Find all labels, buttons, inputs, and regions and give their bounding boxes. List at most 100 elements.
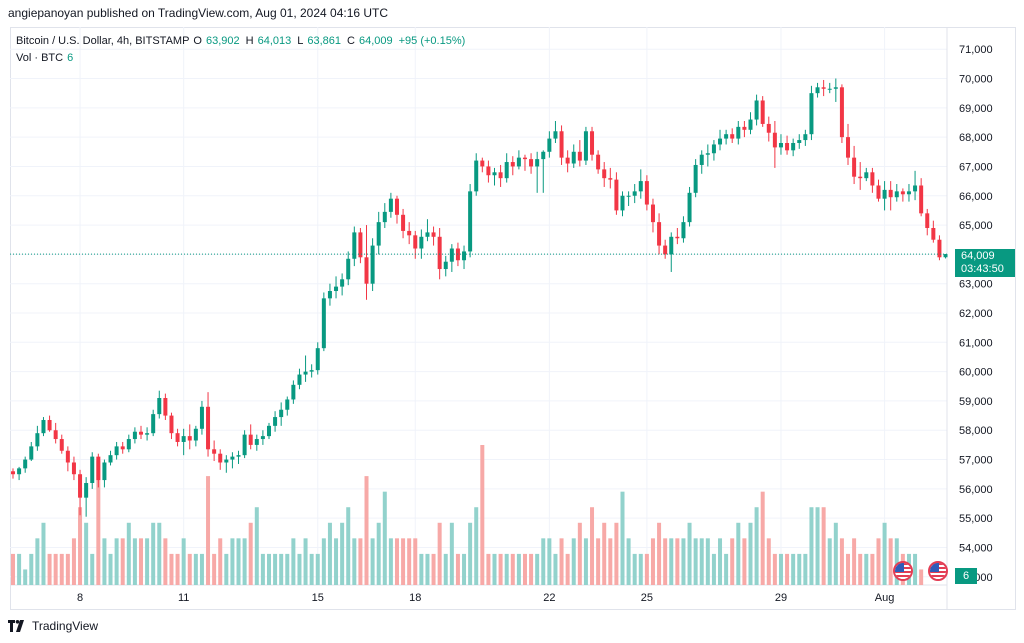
symbol-title[interactable]: Bitcoin / U.S. Dollar, 4h, BITSTAMP <box>16 35 190 47</box>
volume-bar <box>291 538 296 585</box>
volume-bar <box>407 538 412 585</box>
volume-bar <box>401 538 406 585</box>
candle-body <box>931 227 936 240</box>
candle-body <box>778 142 783 148</box>
candle-body <box>212 449 217 454</box>
volume-bar <box>675 538 680 585</box>
volume-bar <box>47 553 52 585</box>
candle-body <box>620 195 625 211</box>
volume-bar <box>541 538 546 585</box>
candle-body <box>736 126 741 139</box>
volume-bar <box>71 538 76 585</box>
candle-body <box>248 434 253 445</box>
candle-body <box>23 459 28 469</box>
candle-body <box>504 162 509 179</box>
volume-bar <box>236 538 241 585</box>
volume-bar <box>266 553 271 585</box>
volume-label[interactable]: Vol · BTC <box>16 52 64 64</box>
time-axis: 8 11 15 18 22 25 29 Aug <box>77 592 894 604</box>
candle-body <box>809 93 814 135</box>
last-price-value: 64,009 <box>961 250 995 262</box>
volume-bar <box>242 538 247 585</box>
volume-bar <box>169 553 174 585</box>
volume-bar <box>309 553 314 585</box>
candle-body <box>535 159 540 167</box>
candle-body <box>870 172 875 186</box>
volume-bar <box>78 507 83 585</box>
chart-frame[interactable] <box>10 27 1016 610</box>
candle-body <box>254 439 259 445</box>
price-tick-label: 62,000 <box>959 308 993 320</box>
volume-bar <box>821 507 826 585</box>
volume-bar <box>650 538 655 585</box>
volume-row: Vol · BTC 6 <box>16 50 467 67</box>
volume-bar <box>285 553 290 585</box>
volume-bar <box>260 553 265 585</box>
volume-bar <box>754 507 759 585</box>
volume-bar <box>199 553 204 585</box>
volume-bar <box>53 553 58 585</box>
candle-body <box>486 166 491 176</box>
volume-bar <box>327 522 332 585</box>
volume-bar <box>766 538 771 585</box>
candle-body <box>437 236 442 270</box>
price-tick-label: 65,000 <box>959 220 993 232</box>
time-tick-label: 25 <box>641 592 653 604</box>
candle-body <box>431 232 436 237</box>
candle-body <box>711 144 716 154</box>
candle-body <box>748 119 753 130</box>
candle-body <box>644 181 649 205</box>
volume-bar <box>480 445 485 585</box>
candle-body <box>419 236 424 249</box>
price-tick-label: 70,000 <box>959 74 993 86</box>
candle-body <box>766 123 771 133</box>
volume-bar <box>742 538 747 585</box>
volume-bar <box>126 522 131 585</box>
candle-body <box>303 371 308 375</box>
volume-bar <box>760 491 765 585</box>
volume-bar <box>583 538 588 585</box>
candle-body <box>699 154 704 165</box>
candle-body <box>199 406 204 429</box>
candle-body <box>730 134 735 139</box>
volume-bar <box>419 553 424 585</box>
candle-body <box>657 222 662 246</box>
volume-bar <box>602 522 607 585</box>
volume-bar <box>809 507 814 585</box>
candle-body <box>772 132 777 148</box>
candle-body <box>510 162 515 167</box>
us-flag-icon[interactable] <box>928 561 948 581</box>
volume-bar <box>425 553 430 585</box>
volume-bar <box>724 553 729 585</box>
time-tick-label: 11 <box>178 592 189 604</box>
volume-bar <box>529 553 534 585</box>
volume-bar <box>626 538 631 585</box>
volume-bar <box>145 538 150 585</box>
footer-brand[interactable]: TradingView <box>8 619 98 633</box>
candle-body <box>321 298 326 349</box>
candle-body <box>145 433 150 435</box>
us-flag-icon[interactable] <box>893 561 913 581</box>
volume-bar <box>370 538 375 585</box>
candle-body <box>474 160 479 192</box>
candle-body <box>803 134 808 141</box>
close-value: 64,009 <box>358 35 393 47</box>
candle-body <box>224 459 229 463</box>
candle-body <box>724 134 729 139</box>
chart-legend: Bitcoin / U.S. Dollar, 4h, BITSTAMP O 63,… <box>16 33 467 67</box>
candle-body <box>126 439 131 450</box>
candle-body <box>925 213 930 228</box>
candle-body <box>218 453 223 463</box>
candle-body <box>614 179 619 211</box>
candle-body <box>120 446 125 450</box>
volume-bar <box>84 522 89 585</box>
volume-bar <box>315 553 320 585</box>
volume-bar <box>864 553 869 585</box>
volume-bar <box>620 491 625 585</box>
volume-bar <box>108 553 113 585</box>
candle-body <box>382 211 387 223</box>
volume-bar <box>437 522 442 585</box>
time-tick-label: 22 <box>543 592 555 604</box>
candle-body <box>364 257 369 284</box>
